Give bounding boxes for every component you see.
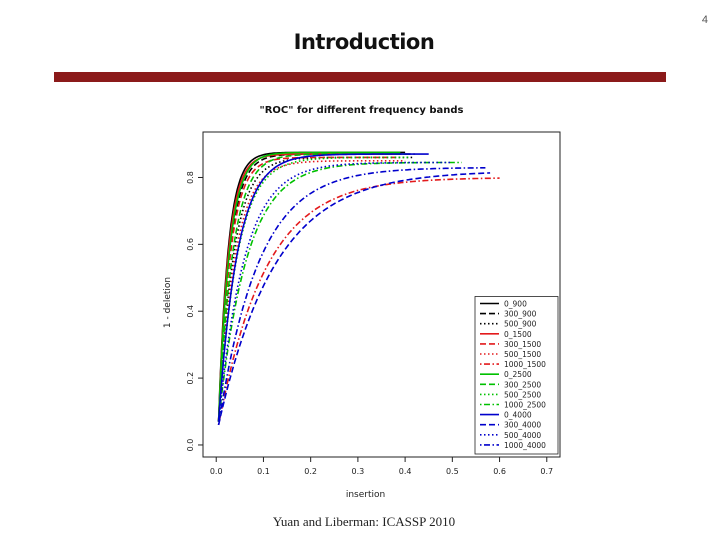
- legend-label-300_2500: 300_2500: [504, 380, 541, 389]
- x-axis-label: insertion: [346, 490, 385, 500]
- series-line-0_4000: [217, 153, 429, 422]
- series-line-500_2500: [217, 156, 410, 422]
- y-axis-label: 1 - deletion: [163, 277, 173, 328]
- roc-chart: "ROC" for different frequency bands 0.0 0.…: [163, 105, 561, 500]
- chart-title: "ROC" for different frequency bands: [260, 105, 464, 116]
- legend-label-500_900: 500_900: [504, 320, 537, 329]
- footer-citation: Yuan and Liberman: ICASSP 2010: [272, 514, 456, 529]
- series-line-500_900: [217, 156, 415, 422]
- series-line-300_1500: [217, 156, 396, 422]
- series-line-300_2500: [217, 153, 406, 422]
- legend-label-1000_1500: 1000_1500: [504, 360, 546, 369]
- series-line-500_4000: [217, 161, 453, 422]
- plot-frame: [202, 131, 561, 458]
- legend-label-0_4000: 0_4000: [504, 411, 532, 420]
- y-tick-label: 0.2: [186, 372, 195, 385]
- legend-label-0_1500: 0_1500: [504, 330, 532, 339]
- x-tick-label: 0.1: [257, 467, 270, 476]
- page-number: 4: [701, 14, 708, 26]
- legend-label-1000_4000: 1000_4000: [504, 441, 546, 450]
- legend-label-500_1500: 500_1500: [504, 350, 541, 359]
- series-line-1000_4000: [217, 167, 486, 426]
- y-tick-label: 0.8: [186, 171, 195, 184]
- series-line-300_900: [217, 153, 415, 422]
- legend-label-0_900: 0_900: [504, 300, 527, 309]
- legend-box: [474, 296, 559, 455]
- y-tick-label: 0.4: [186, 305, 195, 318]
- legend-label-1000_2500: 1000_2500: [504, 401, 546, 410]
- legend-label-0_2500: 0_2500: [504, 370, 532, 379]
- y-tick-label: 0.0: [186, 439, 195, 452]
- x-tick-label: 0.6: [493, 467, 506, 476]
- legend-label-300_4000: 300_4000: [504, 421, 541, 430]
- legend-label-300_1500: 300_1500: [504, 340, 541, 349]
- title-underline-bar: [54, 72, 666, 82]
- slide-title: Introduction: [293, 30, 435, 54]
- legend-label-300_900: 300_900: [504, 310, 537, 319]
- legend-label-500_4000: 500_4000: [504, 431, 541, 440]
- legend-label-500_2500: 500_2500: [504, 390, 541, 399]
- x-tick-label: 0.7: [540, 467, 553, 476]
- series-line-0_2500: [217, 151, 401, 422]
- series-line-300_4000: [217, 172, 491, 426]
- x-tick-label: 0.2: [304, 467, 317, 476]
- series-line-500_1500: [217, 160, 406, 422]
- x-tick-label: 0.3: [352, 467, 365, 476]
- x-tick-label: 0.5: [446, 467, 459, 476]
- x-tick-label: 0.0: [210, 467, 223, 476]
- x-tick-label: 0.4: [399, 467, 412, 476]
- y-tick-label: 0.6: [186, 238, 195, 251]
- series-line-1000_1500: [217, 177, 500, 426]
